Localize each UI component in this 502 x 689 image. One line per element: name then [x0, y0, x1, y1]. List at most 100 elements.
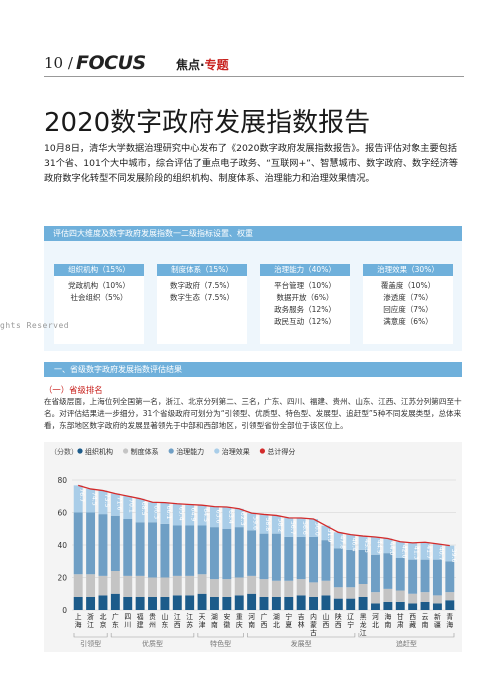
data-label: 62.3	[239, 512, 246, 526]
category-label: 庆	[236, 620, 243, 629]
category-label: 州	[149, 621, 156, 629]
bar-eff	[259, 514, 269, 534]
bar-eff	[284, 517, 294, 537]
bar-cap	[185, 525, 195, 576]
category-label: 西	[323, 621, 330, 629]
category-label: 南	[422, 620, 429, 629]
bar-sys	[73, 574, 83, 597]
category-label: 夏	[285, 621, 292, 629]
bar-cap	[148, 522, 157, 578]
data-label: 44.9	[375, 540, 382, 554]
category-label: 南	[211, 620, 218, 629]
bar-org	[309, 597, 319, 610]
group-bracket	[110, 633, 195, 638]
bar-eff	[321, 525, 331, 541]
data-label: 71.6	[115, 497, 122, 511]
framework-item: 数字政府（7.5%）	[169, 281, 235, 290]
bar-eff	[432, 543, 442, 560]
category-label: 北	[372, 621, 379, 629]
data-label: 47.8	[338, 535, 345, 549]
category-label: 山	[323, 612, 330, 621]
bar-cap	[346, 549, 356, 588]
legend-marker	[123, 448, 129, 454]
bar-org	[148, 597, 157, 610]
group-label: 追赶型	[396, 639, 417, 648]
category-label: 湖	[273, 612, 280, 621]
bar-sys	[98, 575, 108, 596]
bar-eff	[110, 493, 120, 516]
bar-sys	[259, 579, 269, 597]
category-label: 福	[137, 612, 144, 621]
bar-org	[346, 598, 356, 610]
framework-card-items: 覆盖度（10%） 渗透度（7%） 回应度（7%） 满意度（6%）	[363, 276, 453, 328]
data-label: 41.7	[425, 545, 432, 559]
bar-eff	[346, 534, 356, 550]
bar-eff	[408, 542, 418, 560]
framework-box: 评估四大维度及数字政府发展指数一二级指标设置、权重 组织机构（15%） 党政机构（…	[44, 226, 462, 351]
category-label: 东	[162, 620, 169, 629]
bar-sys	[346, 587, 356, 599]
bar-eff	[309, 519, 319, 537]
y-tick-label: 20	[57, 574, 67, 583]
data-label: 45.5	[363, 539, 370, 553]
bar-org	[358, 597, 368, 610]
subsection-heading: （一）省级排名	[44, 385, 103, 395]
category-label: 广	[261, 612, 268, 621]
bar-cap	[284, 536, 294, 581]
bar-sys	[123, 575, 133, 597]
y-tick-label: 40	[57, 541, 67, 550]
bar-org	[321, 595, 331, 610]
data-label: 59.6	[252, 516, 259, 530]
bar-cap	[358, 549, 368, 584]
bar-sys	[222, 579, 232, 597]
bar-eff	[445, 545, 455, 562]
category-label: 宁	[347, 620, 354, 629]
bar-cap	[432, 559, 442, 596]
data-label: 46.4	[351, 538, 358, 552]
bar-eff	[420, 542, 430, 560]
bar-sys	[383, 588, 393, 602]
framework-card: 治理效果（30%） 覆盖度（10%） 渗透度（7%） 回应度（7%） 满意度（6%）	[363, 264, 453, 344]
data-label: 63.6	[214, 510, 221, 524]
bar-sys	[284, 580, 294, 597]
section-label: 焦点·专题	[176, 58, 229, 72]
bar-org	[110, 593, 120, 610]
bar-eff	[197, 505, 207, 526]
framework-card: 组织机构（15%） 党政机构（10%） 社会组织（5%）	[54, 264, 144, 344]
data-label: 56.0	[314, 522, 321, 536]
category-label: 东	[112, 620, 119, 629]
category-label: 宁	[285, 612, 292, 621]
category-label: 北	[273, 621, 280, 629]
category-label: 山	[162, 612, 169, 621]
framework-item: 政务服务（12%）	[274, 305, 336, 314]
bar-sys	[445, 592, 455, 601]
category-label: 疆	[434, 621, 441, 629]
bar-cap	[395, 558, 405, 591]
bar-org	[222, 597, 232, 610]
bar-sys	[420, 592, 430, 602]
category-label: 河	[248, 613, 255, 621]
framework-item: 渗透度（7%）	[383, 293, 433, 302]
category-label: 云	[422, 613, 429, 621]
bar-sys	[148, 577, 157, 597]
y-tick-label: 0	[62, 606, 67, 615]
bar-eff	[395, 541, 405, 558]
article-title: 2020数字政府发展指数报告	[44, 108, 371, 138]
data-label: 44.0	[388, 542, 395, 556]
group-label: 发展型	[291, 639, 312, 648]
framework-card: 制度体系（15%） 数字政府（7.5%） 数字生态（7.5%）	[157, 264, 247, 344]
legend-label: 制度体系	[131, 447, 159, 456]
bar-eff	[135, 498, 145, 523]
category-label: 河	[372, 613, 379, 621]
page-header: 10 / FOCUS 焦点·专题	[44, 52, 464, 77]
bar-sys	[135, 575, 145, 597]
group-bracket	[73, 633, 108, 638]
bar-eff	[86, 488, 96, 513]
y-tick-label: 80	[57, 476, 67, 485]
bar-sys	[309, 582, 319, 597]
bar-cap	[259, 533, 269, 580]
legend-marker	[168, 448, 174, 454]
data-label: 40.7	[437, 547, 444, 561]
bar-eff	[160, 502, 170, 524]
framework-item: 回应度（7%）	[383, 305, 433, 314]
